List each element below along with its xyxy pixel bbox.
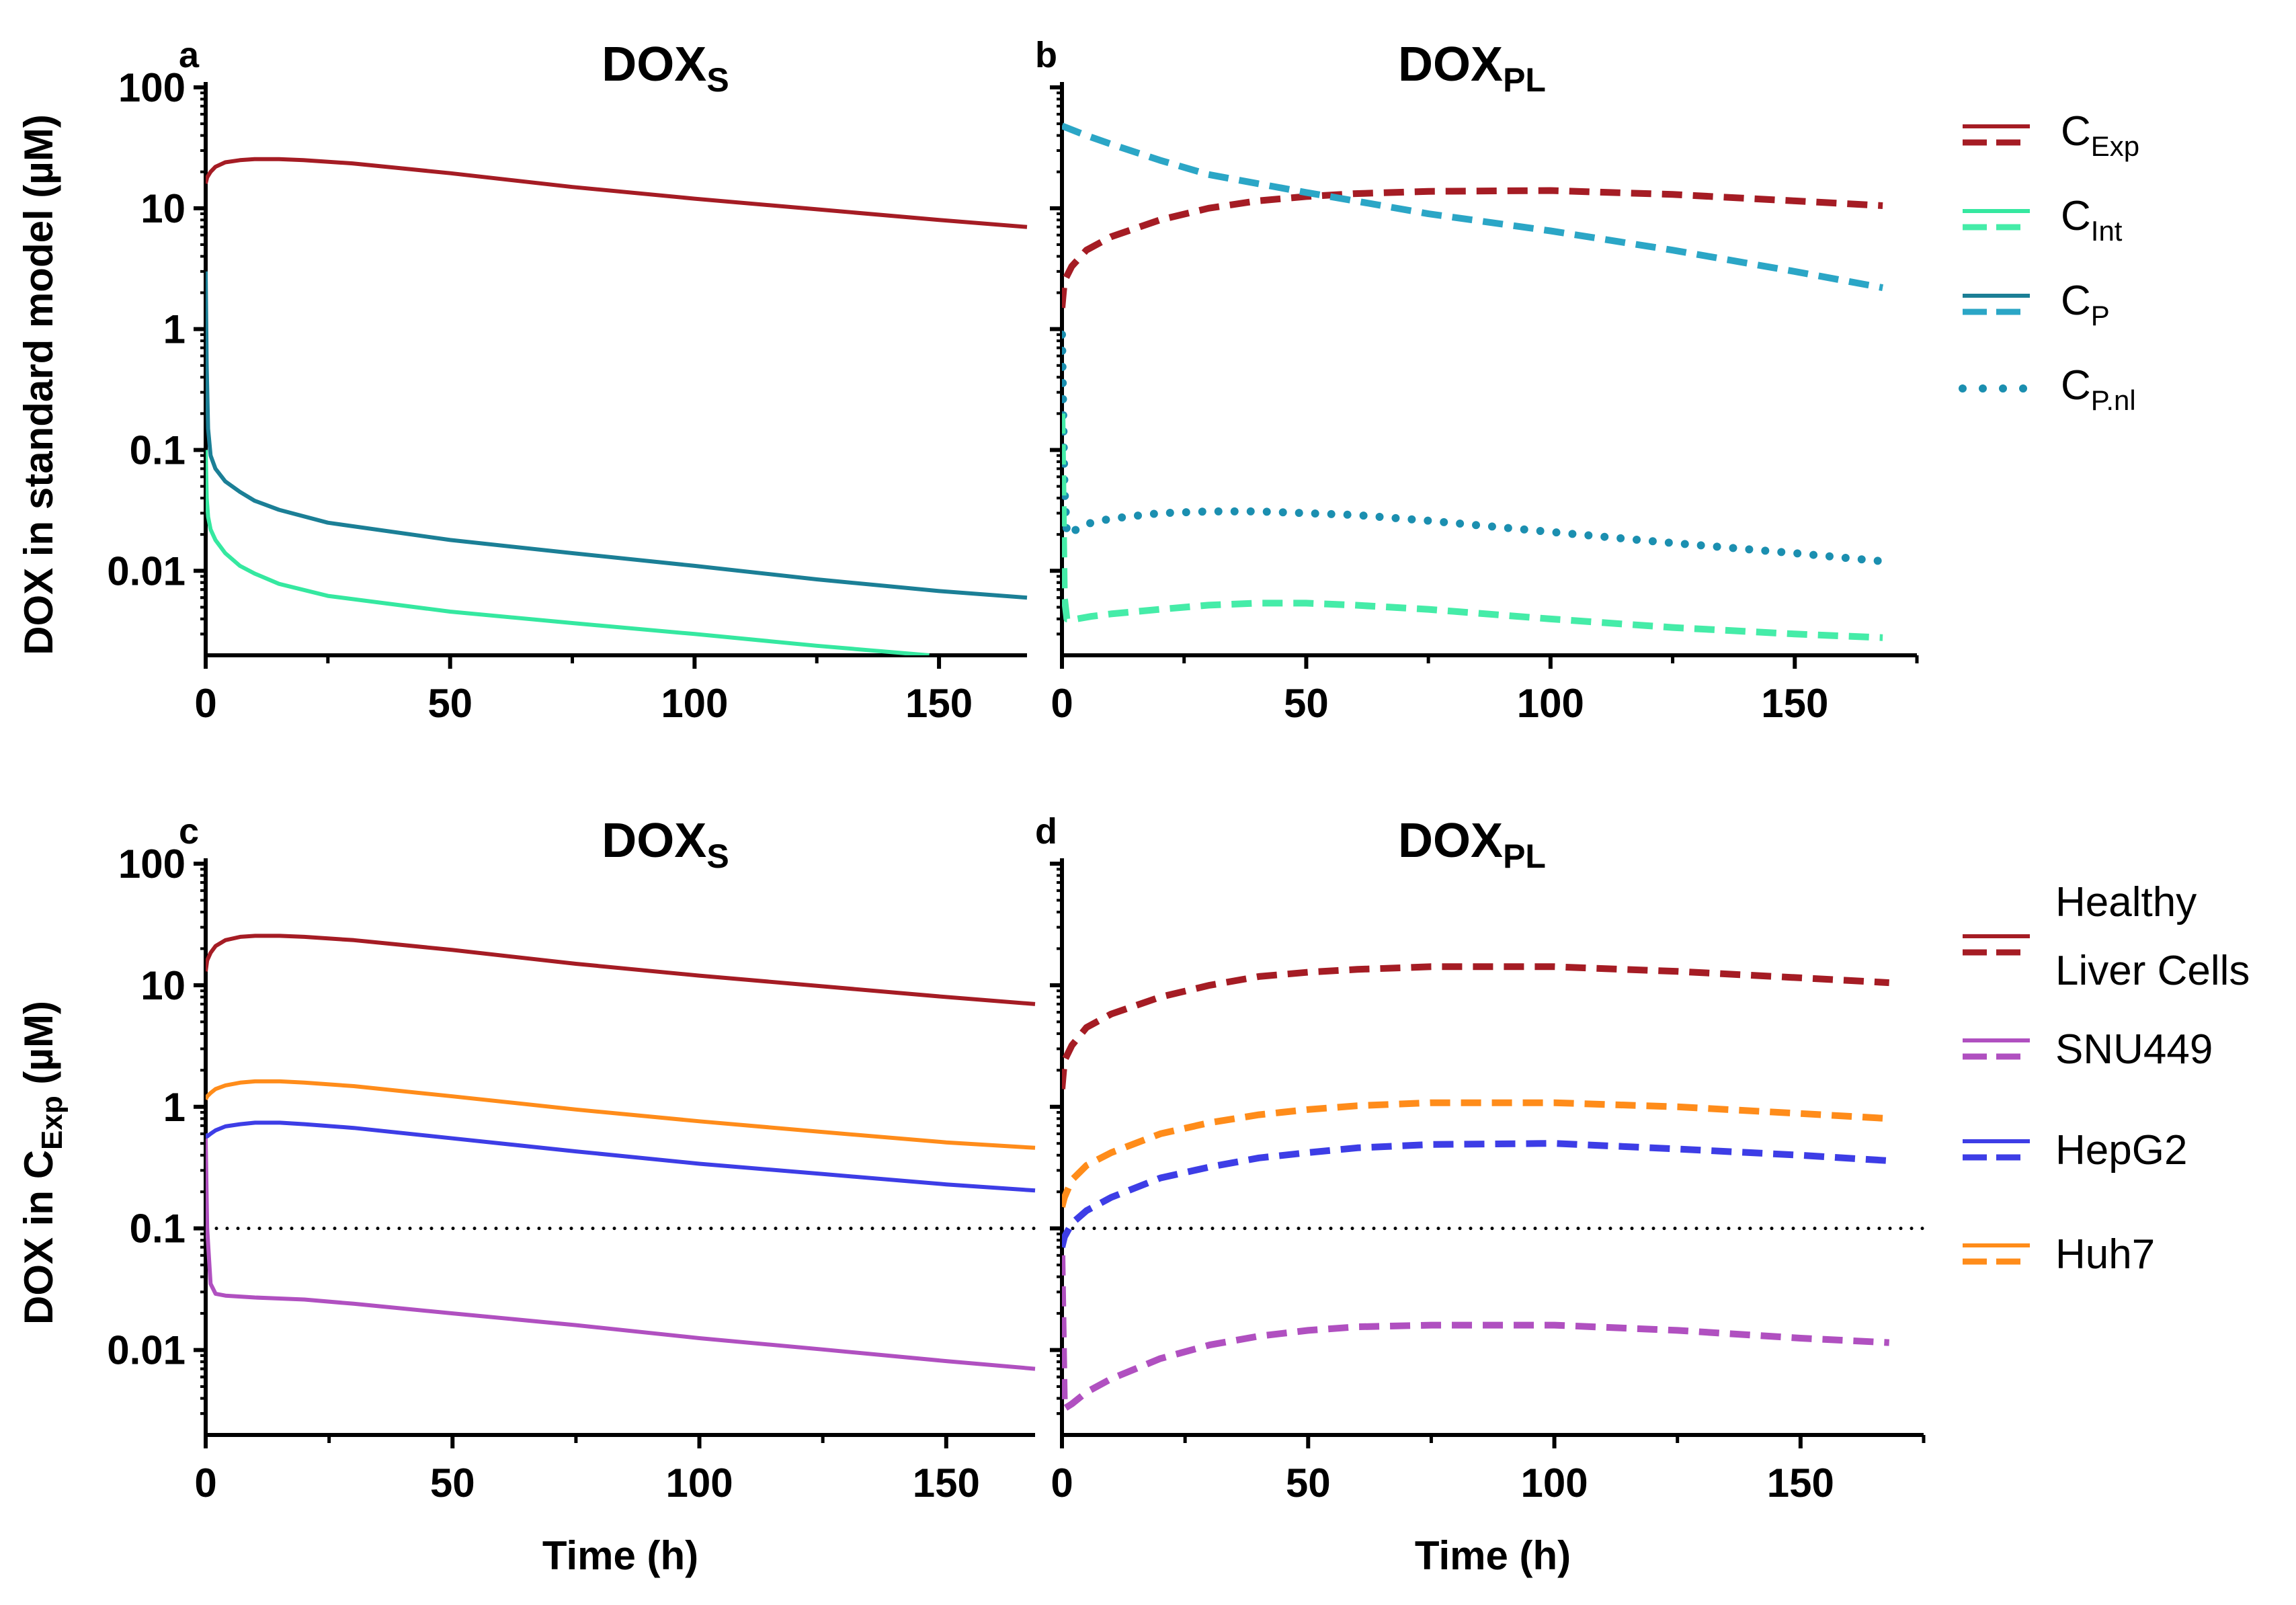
legend-label: CP.nl xyxy=(2061,362,2136,416)
x-tick-label: 100 xyxy=(1517,681,1584,726)
y-tick-label: 0.1 xyxy=(130,427,186,472)
x-axis-title: Time (h) xyxy=(1415,1533,1571,1578)
x-tick-label: 0 xyxy=(1051,1460,1073,1506)
series-line-c-exp xyxy=(1062,187,1883,308)
legend-label-line2: Liver Cells xyxy=(2055,948,2250,994)
x-tick-label: 50 xyxy=(1284,681,1329,726)
x-tick-label: 0 xyxy=(1051,681,1073,726)
y-tick-label: 1 xyxy=(163,1085,186,1130)
legend-top: CExp CInt CP CP.nl xyxy=(1959,108,2139,416)
x-tick-label: 150 xyxy=(913,1460,980,1506)
series-line-huh7 xyxy=(206,1079,1036,1150)
x-tick-label: 0 xyxy=(194,1460,216,1506)
legend-item-c-p: CP xyxy=(1963,278,2110,331)
legend-item-c-exp: CExp xyxy=(1963,108,2139,162)
series-line-hepg2 xyxy=(1062,1140,1890,1248)
x-tick-label: 100 xyxy=(665,1460,733,1506)
legend-item-snu449: SNU449 xyxy=(1963,1026,2213,1073)
panel-title: DOXS xyxy=(602,38,729,99)
legend-item-healthy-liver-cells: Healthy Liver Cells xyxy=(1963,879,2250,994)
x-tick-label: 50 xyxy=(427,681,473,726)
y-tick-label: 1 xyxy=(163,307,186,352)
panel-a: 0.01 0.1 1 10 100 0 50 100 150 a DOXS DOX in standa… xyxy=(16,35,1028,726)
y-tick-label: 100 xyxy=(118,65,186,110)
panel-c: 0.01 0.1 1 10 100 0 50 100 150 c DOXS Time (h) DOX i… xyxy=(16,811,1037,1578)
panel-d: 0 50 100 150 d DOXPL Time (h) xyxy=(1035,811,1926,1578)
series-line-c-p xyxy=(1062,122,1884,292)
legend-label: SNU449 xyxy=(2055,1026,2213,1073)
legend-label: CP xyxy=(2061,278,2110,331)
x-tick-label: 150 xyxy=(1761,681,1828,726)
panel-letter: c xyxy=(179,811,199,852)
x-tick-label: 100 xyxy=(1521,1460,1588,1506)
panel-title: DOXPL xyxy=(1398,814,1546,875)
legend-label: CInt xyxy=(2061,193,2123,247)
legend-item-hepg2: HepG2 xyxy=(1963,1127,2187,1174)
legend-item-c-p-nl: CP.nl xyxy=(1959,362,2136,416)
legend-label: Huh7 xyxy=(2055,1231,2155,1278)
series-line-c-p-nl xyxy=(1062,330,1887,566)
panel-title: DOXPL xyxy=(1398,38,1546,99)
y-axis-title: DOX in CExp (µM) xyxy=(16,1001,69,1325)
legend-label: Healthy xyxy=(2055,879,2197,925)
x-tick-label: 50 xyxy=(1286,1460,1331,1506)
series-line-healthy-liver-cells xyxy=(1062,963,1889,1089)
x-tick-label: 150 xyxy=(905,681,973,726)
series-line-c-exp xyxy=(206,157,1028,229)
y-tick-label: 0.01 xyxy=(107,548,186,593)
panel-b: 0 50 100 150 b DOXPL xyxy=(1035,35,1919,726)
legend-item-huh7: Huh7 xyxy=(1963,1231,2155,1278)
y-axis-title: DOX in standard model (µM) xyxy=(16,114,61,655)
series-line-snu449 xyxy=(206,1138,1036,1371)
y-tick-label: 10 xyxy=(140,963,186,1008)
y-tick-label: 0.01 xyxy=(107,1328,186,1373)
legend-item-c-int: CInt xyxy=(1963,193,2123,247)
panel-letter: d xyxy=(1035,811,1057,852)
y-tick-label: 10 xyxy=(140,186,186,231)
legend-label: HepG2 xyxy=(2055,1127,2187,1174)
x-tick-label: 150 xyxy=(1767,1460,1834,1506)
legend-label: CExp xyxy=(2061,108,2139,162)
x-tick-label: 100 xyxy=(661,681,728,726)
series-line-c-int xyxy=(206,450,930,655)
series-line-hepg2 xyxy=(206,1120,1036,1193)
panel-letter: a xyxy=(179,35,200,75)
series-line-healthy-liver-cells xyxy=(206,934,1036,1006)
x-tick-label: 0 xyxy=(194,681,216,726)
x-tick-label: 50 xyxy=(430,1460,475,1506)
x-axis-title: Time (h) xyxy=(542,1533,698,1578)
y-tick-label: 0.1 xyxy=(130,1206,186,1251)
series-line-c-p xyxy=(206,271,1028,600)
legend-bottom: Healthy Liver Cells SNU449 HepG2 Huh7 xyxy=(1963,879,2250,1278)
y-tick-label: 100 xyxy=(118,841,186,887)
series-line-c-int xyxy=(1062,413,1883,641)
panel-letter: b xyxy=(1035,35,1057,75)
panel-title: DOXS xyxy=(602,814,729,875)
series-line-huh7 xyxy=(1062,1099,1889,1208)
series-line-snu449 xyxy=(1062,1255,1889,1412)
